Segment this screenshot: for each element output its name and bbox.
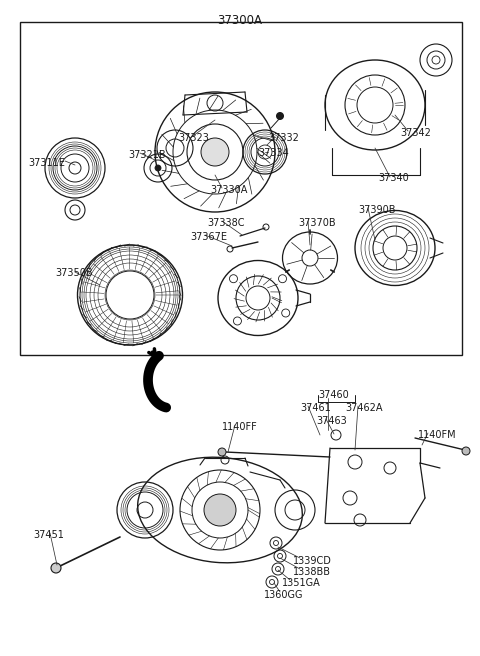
Text: 1140FF: 1140FF [222, 422, 258, 432]
Text: 1339CD: 1339CD [293, 556, 332, 566]
Circle shape [218, 448, 226, 456]
Text: 37323: 37323 [178, 133, 209, 143]
Text: 37342: 37342 [400, 128, 431, 138]
Text: 37367E: 37367E [190, 232, 227, 242]
Text: 37334: 37334 [258, 148, 289, 158]
Text: 37300A: 37300A [217, 14, 263, 27]
Circle shape [155, 165, 161, 171]
Text: 37461: 37461 [300, 403, 331, 413]
Circle shape [201, 138, 229, 166]
Text: 37390B: 37390B [358, 205, 396, 215]
Text: 1360GG: 1360GG [264, 590, 303, 600]
Text: 37311E: 37311E [28, 158, 65, 168]
Text: 1140FM: 1140FM [418, 430, 456, 440]
Text: 37370B: 37370B [298, 218, 336, 228]
Text: 37332: 37332 [268, 133, 299, 143]
Text: 37321B: 37321B [128, 150, 166, 160]
Text: 37350B: 37350B [55, 268, 93, 278]
Circle shape [276, 112, 284, 119]
Bar [20, 22, 462, 355]
Circle shape [51, 563, 61, 573]
Text: 37451: 37451 [33, 530, 64, 540]
Text: 1351GA: 1351GA [282, 578, 321, 588]
Text: 37338C: 37338C [207, 218, 244, 228]
Text: 37460: 37460 [318, 390, 349, 400]
Circle shape [204, 494, 236, 526]
Text: 37463: 37463 [316, 416, 347, 426]
Text: 37340: 37340 [378, 173, 409, 183]
Text: 37330A: 37330A [210, 185, 247, 195]
Text: 1338BB: 1338BB [293, 567, 331, 577]
Circle shape [462, 447, 470, 455]
Text: 37462A: 37462A [345, 403, 383, 413]
